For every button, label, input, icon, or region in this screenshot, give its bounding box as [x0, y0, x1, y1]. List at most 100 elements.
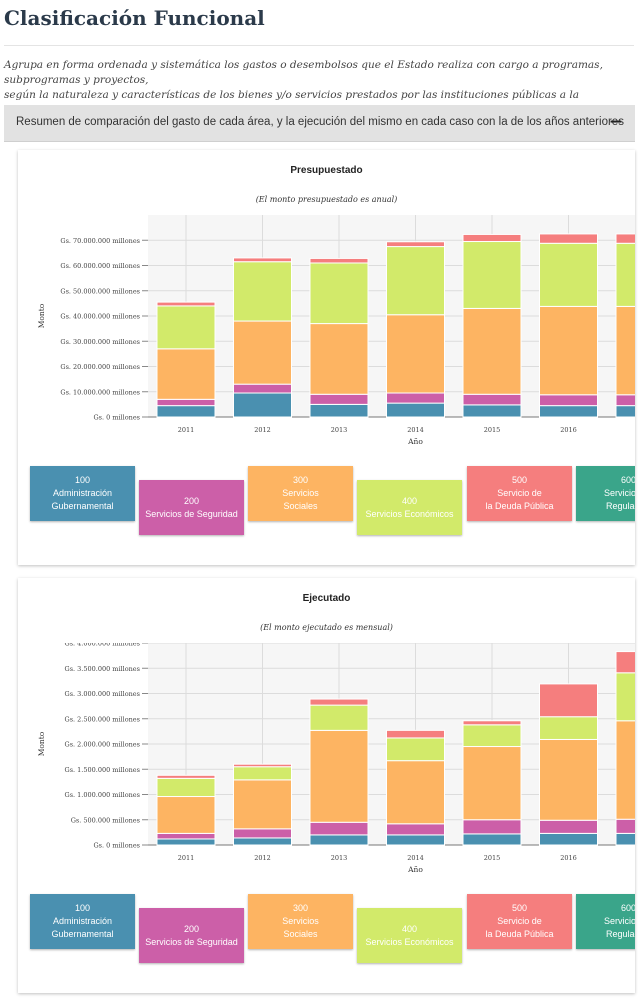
- x-tick-label: 2012: [254, 426, 271, 434]
- bar-segment-100: [233, 392, 292, 418]
- legend-label-line2: Sociales: [283, 929, 318, 939]
- chart-title: Presupuestado: [290, 165, 363, 176]
- x-tick-label: 2013: [331, 854, 348, 862]
- bar-segment-500: [233, 257, 292, 263]
- bar-segment-300: [233, 779, 292, 830]
- bar-segment-500: [233, 763, 292, 768]
- bar-segment-400: [233, 766, 292, 781]
- bar-segment-200: [615, 818, 635, 834]
- legend-label-line1: Servicio de: [497, 488, 542, 498]
- bar-segment-200: [309, 821, 369, 836]
- legend-item-400[interactable]: 400 Servicios Económicos: [357, 480, 462, 535]
- legend-label-line1: Servicio de: [497, 916, 542, 926]
- bar-segment-200: [233, 828, 292, 839]
- legend-item-100[interactable]: 100 Administración Gubernamental: [30, 894, 135, 949]
- bar-segment-300: [615, 305, 635, 396]
- legend-label-line2: la Deuda Pública: [485, 929, 554, 939]
- y-tick-label: Gs. 10.000.000 millones: [60, 388, 140, 396]
- legend-code: 100: [74, 903, 91, 913]
- bar-segment-200: [462, 393, 522, 406]
- bar-segment-400: [462, 241, 522, 309]
- legend-item-600[interactable]: 600 Servicios de Regulación: [576, 466, 635, 521]
- y-axis-label: Monto: [37, 303, 46, 328]
- bar-segment-200: [386, 823, 445, 836]
- bar-segment-100: [615, 832, 635, 846]
- legend-label-line2: Gubernamental: [51, 501, 114, 511]
- bar-segment-200: [156, 832, 216, 840]
- y-tick-label: Gs. 2.000.000 millones: [65, 741, 141, 749]
- bar-segment-300: [539, 305, 598, 396]
- bar-segment-500: [156, 774, 216, 779]
- legend-item-500[interactable]: 500 Servicio de la Deuda Pública: [467, 894, 572, 949]
- y-tick-label: Gs. 4.000.000 millones: [65, 643, 141, 648]
- x-axis-label: Año: [407, 865, 423, 874]
- executed-chart-card: Ejecutado (El monto ejecutado es mensual…: [18, 578, 635, 993]
- legend-item-200[interactable]: 200 Servicios de Seguridad: [139, 908, 244, 963]
- bar-segment-400: [539, 242, 598, 307]
- bar-segment-300: [462, 746, 522, 821]
- y-axis-label: Monto: [37, 731, 46, 756]
- legend-code: 500: [511, 475, 528, 485]
- legend-code: 500: [511, 903, 528, 913]
- y-tick-label: Gs. 0 millones: [93, 414, 140, 422]
- executed-stacked-bar-chart: Gs. 0 millones Gs. 500.000 millones Gs. 1.…: [37, 643, 635, 874]
- collapse-icon[interactable]: −: [608, 112, 623, 132]
- legend-item-300[interactable]: 300 Servicios Sociales: [248, 894, 353, 949]
- bar-segment-500: [615, 233, 635, 244]
- y-tick-label: Gs. 0 millones: [93, 842, 140, 850]
- y-tick-label: Gs. 40.000.000 millones: [60, 313, 140, 321]
- bar-segment-100: [462, 404, 522, 418]
- bar-segment-500: [539, 233, 598, 244]
- legend-item-100[interactable]: 100 Administración Gubernamental: [30, 466, 135, 521]
- legend-code: 300: [292, 903, 309, 913]
- x-tick-label: 2016: [560, 854, 577, 862]
- budget-chart-card: Presupuestado (El monto presupuestado es…: [18, 150, 635, 565]
- bar-segment-300: [309, 729, 369, 823]
- legend-item-200[interactable]: 200 Servicios de Seguridad: [139, 480, 244, 535]
- x-tick-label: 2011: [178, 854, 195, 862]
- bar-segment-500: [539, 683, 598, 718]
- legend-label-line1: Servicios de Seguridad: [145, 508, 238, 519]
- x-tick-label: 2015: [484, 854, 501, 862]
- bar-segment-300: [156, 796, 216, 834]
- y-tick-label: Gs. 500.000 millones: [71, 816, 140, 824]
- legend-label-line1: Servicios: [282, 488, 319, 498]
- legend-item-600[interactable]: 600 Servicios de Regulación: [576, 894, 635, 949]
- legend-code: 200: [183, 495, 200, 506]
- bar-segment-500: [462, 720, 522, 726]
- y-tick-label: Gs. 30.000.000 millones: [60, 338, 140, 346]
- bar-segment-300: [386, 760, 445, 825]
- legend-label-line2: la Deuda Pública: [485, 501, 554, 511]
- legend-item-500[interactable]: 500 Servicio de la Deuda Pública: [467, 466, 572, 521]
- bar-segment-400: [615, 242, 635, 307]
- bar-segment-400: [386, 737, 445, 762]
- legend-item-400[interactable]: 400 Servicios Económicos: [357, 908, 462, 963]
- bar-segment-500: [309, 257, 369, 264]
- legend-label-line1: Servicios Económicos: [365, 936, 454, 947]
- bar-segment-400: [462, 724, 522, 748]
- bar-segment-500: [156, 301, 216, 307]
- legend-code: 400: [401, 923, 418, 934]
- x-tick-label: 2016: [560, 426, 577, 434]
- bar-segment-500: [462, 233, 522, 243]
- bar-segment-400: [615, 672, 635, 722]
- bar-segment-300: [539, 738, 598, 821]
- bar-segment-100: [233, 837, 292, 846]
- legend-label-line1: Servicios de: [603, 488, 635, 498]
- legend-item-300[interactable]: 300 Servicios Sociales: [248, 466, 353, 521]
- bar-segment-200: [386, 392, 445, 404]
- title-divider: [4, 45, 634, 46]
- y-tick-label: Gs. 3.000.000 millones: [65, 690, 141, 698]
- accordion-label: Resumen de comparación del gasto de cada…: [16, 116, 624, 128]
- x-tick-label: 2015: [484, 426, 501, 434]
- bar-segment-200: [615, 394, 635, 407]
- legend-label-line1: Administración: [52, 916, 113, 926]
- summary-accordion-header[interactable]: Resumen de comparación del gasto de cada…: [4, 105, 635, 142]
- bar-segment-300: [386, 314, 445, 394]
- bar-segment-100: [309, 834, 369, 846]
- bar-segment-100: [615, 405, 635, 418]
- legend-code: 400: [401, 495, 418, 506]
- bar-segment-200: [309, 393, 369, 405]
- bar-segment-200: [233, 383, 292, 394]
- x-tick-label: 2012: [254, 854, 271, 862]
